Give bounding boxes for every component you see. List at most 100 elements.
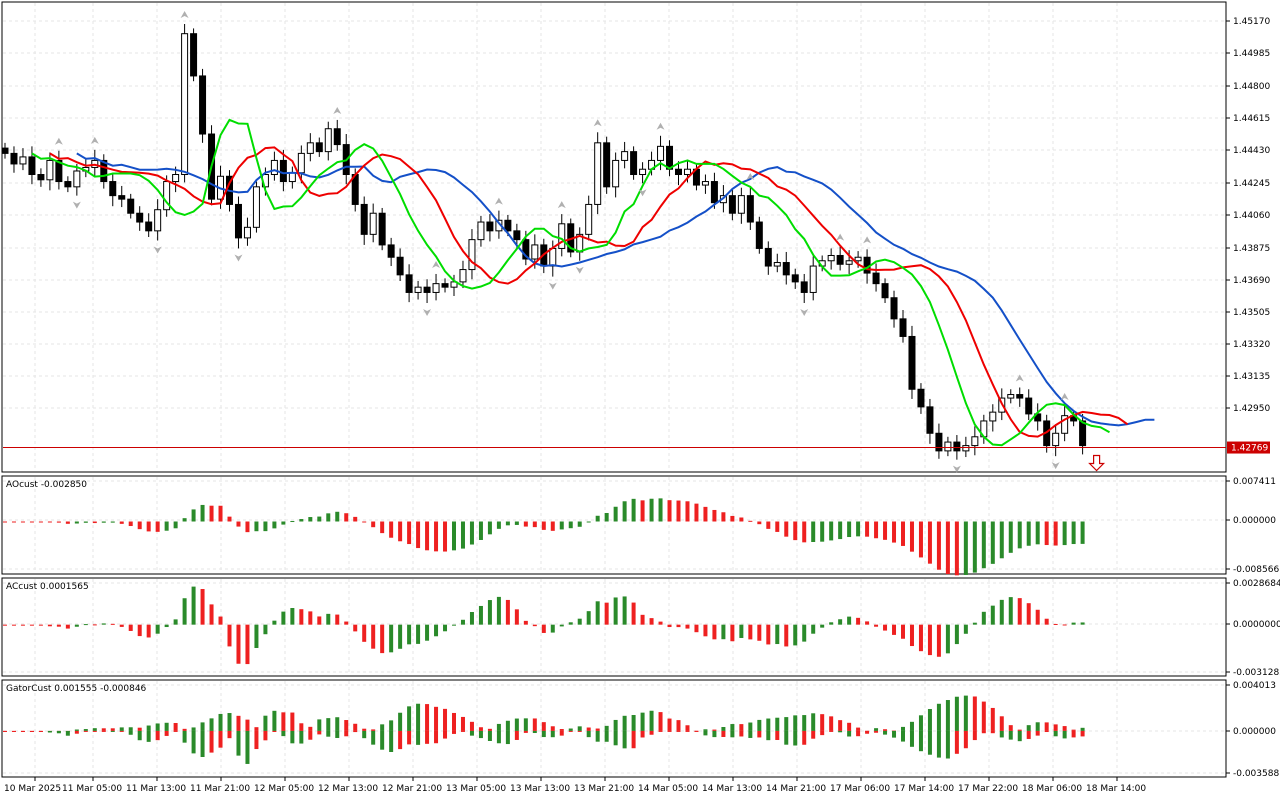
candle-body <box>827 254 835 262</box>
histogram-bar <box>694 624 699 633</box>
y-axis-tick-label: 1.42950 <box>1233 404 1270 414</box>
histogram-bar <box>550 624 555 633</box>
histogram-bar <box>398 712 403 731</box>
histogram-bar <box>739 517 744 522</box>
histogram-bar <box>658 621 663 625</box>
histogram-bar <box>460 716 465 731</box>
histogram-bar <box>936 730 941 758</box>
candle-body <box>845 260 853 265</box>
histogram-bar <box>865 621 870 625</box>
current-price-tag <box>1227 441 1270 454</box>
histogram-bar <box>595 728 600 731</box>
histogram-bar <box>1053 724 1058 731</box>
histogram-bar <box>505 730 510 745</box>
candle-body <box>252 186 260 228</box>
histogram-bar <box>65 624 70 629</box>
histogram-bar <box>164 730 169 736</box>
histogram-bar <box>999 521 1004 559</box>
histogram-bar <box>676 500 681 522</box>
histogram-bar <box>829 730 834 732</box>
histogram-bar <box>389 720 394 731</box>
histogram-bar <box>640 614 645 625</box>
histogram-bar <box>793 521 798 541</box>
histogram-bar <box>568 622 573 625</box>
histogram-bar <box>128 624 133 631</box>
histogram-bar <box>874 521 879 539</box>
candle-body <box>172 174 180 183</box>
histogram-bar <box>272 730 277 732</box>
candle-body <box>306 142 314 154</box>
histogram-bar <box>299 609 304 625</box>
histogram-bar <box>901 726 905 731</box>
histogram-bar <box>667 730 672 732</box>
candle-body <box>558 223 566 249</box>
histogram-bar <box>110 730 115 732</box>
histogram-bar <box>155 624 160 634</box>
histogram-bar <box>505 720 510 731</box>
histogram-bar <box>299 723 304 731</box>
histogram-bar <box>407 730 412 745</box>
histogram-bar <box>568 730 573 732</box>
histogram-bar <box>407 706 412 731</box>
histogram-bar <box>505 521 510 526</box>
histogram-bar <box>802 521 807 543</box>
histogram-bar <box>972 696 977 731</box>
histogram-bar <box>101 521 106 523</box>
histogram-bar <box>945 521 950 575</box>
histogram-bar <box>469 730 474 736</box>
histogram-bar <box>83 521 88 523</box>
histogram-bar <box>389 730 394 752</box>
candle-body <box>1079 420 1087 447</box>
histogram-bar <box>865 521 870 537</box>
histogram-bar <box>128 521 133 527</box>
histogram-bar <box>963 624 968 634</box>
histogram-bar <box>380 624 385 654</box>
histogram-bar <box>748 624 753 640</box>
x-axis-tick-label: 11 Mar 21:00 <box>190 784 250 794</box>
histogram-bar <box>227 516 232 522</box>
histogram-bar <box>703 624 708 637</box>
alligator-jaw-line <box>76 152 1155 427</box>
histogram-bar <box>649 730 654 735</box>
histogram-bar <box>1026 603 1031 625</box>
histogram-bar <box>92 728 97 731</box>
histogram-bar <box>541 521 546 530</box>
candle-body <box>989 411 997 422</box>
candle-body <box>109 181 117 197</box>
candle-body <box>441 283 449 288</box>
y-axis-tick-label: 1.43505 <box>1233 308 1270 318</box>
y-axis-tick-label: 0.0000000 <box>1233 620 1280 630</box>
y-axis-tick-label: 1.44245 <box>1233 179 1270 189</box>
histogram-bar <box>173 730 178 732</box>
histogram-bar <box>335 730 340 738</box>
histogram-bar <box>676 720 681 731</box>
candle-body <box>513 230 521 241</box>
histogram-bar <box>478 727 483 731</box>
histogram-bar <box>550 726 555 731</box>
x-axis-tick-label: 14 Mar 13:00 <box>702 784 762 794</box>
x-axis-tick-label: 17 Mar 06:00 <box>830 784 890 794</box>
histogram-bar <box>658 712 663 731</box>
histogram-bar <box>56 521 61 523</box>
histogram-bar <box>200 730 205 757</box>
histogram-bar <box>20 521 25 523</box>
histogram-bar <box>883 729 888 731</box>
histogram-bar <box>954 696 959 731</box>
histogram-bar <box>766 718 771 731</box>
gator-upper-histogram <box>3 695 1085 732</box>
histogram-bar <box>909 521 914 552</box>
candle-body <box>190 33 198 77</box>
y-axis-tick-label: 1.43135 <box>1233 372 1270 382</box>
alligator-lips-line <box>31 118 1110 447</box>
histogram-bar <box>137 624 142 637</box>
candle-body <box>324 128 332 153</box>
histogram-bar <box>927 521 932 564</box>
histogram-bar <box>892 624 897 635</box>
fractal-up-marker <box>656 122 665 130</box>
y-axis-tick-label: 1.44060 <box>1233 211 1270 221</box>
histogram-bar <box>586 727 591 731</box>
fractal-down-marker <box>952 465 961 473</box>
candle-body <box>10 152 18 165</box>
histogram-bar <box>658 730 663 732</box>
candle-body <box>971 436 979 447</box>
